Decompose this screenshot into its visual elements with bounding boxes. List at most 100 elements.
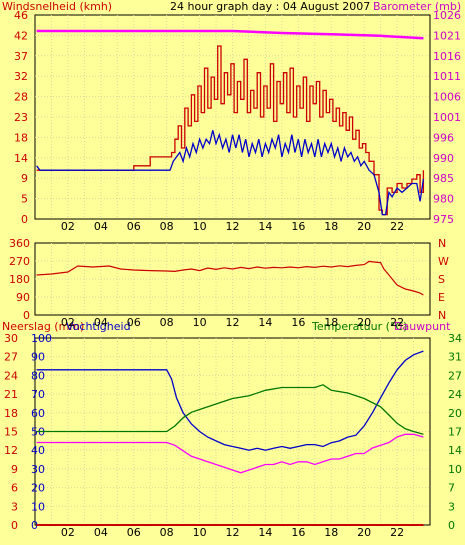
y-tick-label-direction: 180 (9, 273, 30, 286)
y-tick-label-wind: 28 (14, 91, 28, 104)
x-tick-label: 02 (61, 316, 75, 329)
y-tick-label-wind: 5 (21, 193, 28, 206)
y-tick-label-temperature: 20 (448, 407, 462, 420)
y-tick-label-wind: 14 (14, 152, 28, 165)
y-tick-label-humidity: 80 (31, 369, 45, 382)
series-line-windrichting (36, 260, 424, 296)
x-tick-label: 22 (390, 316, 404, 329)
x-tick-label: 22 (390, 526, 404, 539)
x-tick-label: 02 (61, 220, 75, 233)
y-tick-label-wind: 42 (14, 29, 28, 42)
y-tick-label-compass: E (438, 291, 445, 304)
y-tick-label-wind: 46 (14, 9, 28, 22)
x-tick-label: 06 (127, 316, 141, 329)
x-tick-label: 10 (193, 526, 207, 539)
y-tick-label-rain: 18 (4, 407, 18, 420)
x-tick-label: 08 (160, 526, 174, 539)
y-tick-label-barometer: 990 (433, 152, 454, 165)
x-tick-label: 10 (193, 220, 207, 233)
x-tick-label: 10 (193, 316, 207, 329)
y-tick-label-barometer: 1016 (433, 50, 461, 63)
x-tick-label: 08 (160, 220, 174, 233)
y-tick-label-wind: 32 (14, 70, 28, 83)
y-tick-label-temperature: 14 (448, 444, 462, 457)
y-tick-label-rain: 15 (4, 426, 18, 439)
y-tick-label-barometer: 1011 (433, 70, 461, 83)
x-tick-label: 20 (357, 316, 371, 329)
y-tick-label-rain: 30 (4, 332, 18, 345)
plot-layer: 02 04 06 08 10 12 14 16 18 20 22464237322823181495… (4, 9, 462, 539)
series-line-dauwpunt (36, 433, 424, 474)
series-line-windsnelheid (36, 130, 425, 216)
x-tick-label: 18 (324, 220, 338, 233)
y-tick-label-rain: 21 (4, 388, 18, 401)
x-tick-label: 02 (61, 526, 75, 539)
y-tick-label-rain: 24 (4, 369, 18, 382)
y-tick-label-humidity: 100 (31, 332, 52, 345)
y-tick-label-barometer: 1026 (433, 9, 461, 22)
x-tick-label: 16 (291, 526, 305, 539)
y-tick-label-barometer: 985 (433, 172, 454, 185)
y-tick-label-barometer: 975 (433, 213, 454, 226)
x-tick-label: 04 (94, 316, 108, 329)
rain-axis-label: Neerslag (mm) (2, 320, 84, 333)
chart-title: 24 hour graph day : 04 August 2007 (170, 0, 370, 13)
x-tick-label: 22 (390, 220, 404, 233)
y-tick-label-direction: 0 (23, 309, 30, 322)
y-tick-label-temperature: 7 (448, 482, 455, 495)
y-tick-label-temperature: 27 (448, 369, 462, 382)
x-tick-label: 08 (160, 316, 174, 329)
y-tick-label-temperature: 31 (448, 351, 462, 364)
y-tick-label-barometer: 1001 (433, 111, 461, 124)
series-line-windstoten (36, 45, 425, 216)
series-line-temperatuur (36, 384, 424, 435)
x-tick-label: 16 (291, 220, 305, 233)
y-tick-label-rain: 6 (11, 482, 18, 495)
x-tick-label: 12 (226, 526, 240, 539)
y-tick-label-wind: 37 (14, 50, 28, 63)
y-tick-label-humidity: 20 (31, 482, 45, 495)
y-tick-label-wind: 0 (21, 213, 28, 226)
y-tick-label-barometer: 980 (433, 193, 454, 206)
y-tick-label-humidity: 30 (31, 463, 45, 476)
x-tick-label: 06 (127, 220, 141, 233)
wind-axis-label: Windsnelheid (kmh) (2, 0, 112, 13)
y-tick-label-rain: 27 (4, 351, 18, 364)
y-tick-label-temperature: 0 (448, 519, 455, 532)
x-tick-label: 12 (226, 316, 240, 329)
y-tick-label-barometer: 996 (433, 131, 454, 144)
y-tick-label-temperature: 24 (448, 388, 462, 401)
y-tick-label-rain: 3 (11, 500, 18, 513)
y-tick-label-humidity: 90 (31, 351, 45, 364)
x-tick-label: 06 (127, 526, 141, 539)
x-tick-label: 14 (258, 220, 272, 233)
y-tick-label-temperature: 17 (448, 426, 462, 439)
y-tick-label-humidity: 0 (31, 519, 38, 532)
series-line-barometer (36, 29, 424, 40)
y-tick-label-humidity: 70 (31, 388, 45, 401)
y-tick-label-temperature: 34 (448, 332, 462, 345)
y-tick-label-compass: S (438, 273, 445, 286)
y-tick-label-wind: 18 (14, 131, 28, 144)
humidity-axis-label: Vochtigheid (66, 320, 131, 333)
x-tick-label: 04 (94, 220, 108, 233)
y-tick-label-compass: N (438, 237, 446, 250)
y-tick-label-wind: 9 (21, 172, 28, 185)
x-tick-label: 20 (357, 526, 371, 539)
x-tick-label: 04 (94, 526, 108, 539)
y-tick-label-humidity: 40 (31, 444, 45, 457)
y-tick-label-direction: 360 (9, 237, 30, 250)
y-tick-label-humidity: 60 (31, 407, 45, 420)
y-tick-label-direction: 90 (16, 291, 30, 304)
y-tick-label-rain: 0 (11, 519, 18, 532)
y-tick-label-temperature: 10 (448, 463, 462, 476)
x-tick-label: 12 (226, 220, 240, 233)
y-tick-label-barometer: 1006 (433, 91, 461, 104)
y-tick-label-humidity: 10 (31, 500, 45, 513)
y-tick-label-compass: N (438, 309, 446, 322)
y-tick-label-barometer: 1021 (433, 29, 461, 42)
x-tick-label: 16 (291, 316, 305, 329)
temperature-axis-label: Temperatuur (°C) (311, 320, 407, 333)
y-tick-label-temperature: 3 (448, 500, 455, 513)
